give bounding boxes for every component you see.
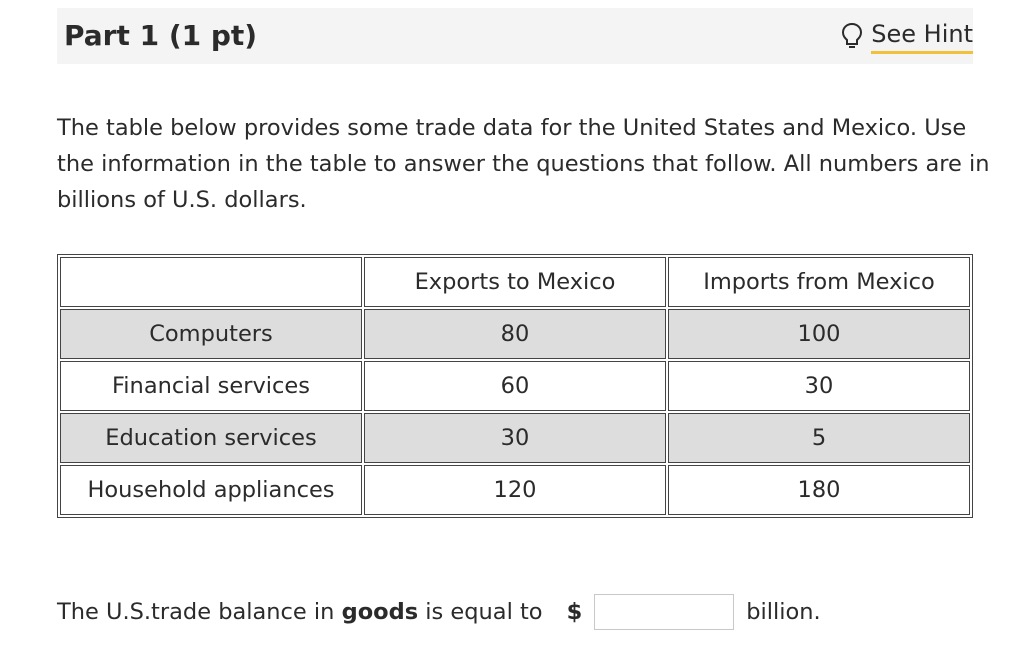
part-header: Part 1 (1 pt) See Hint <box>57 8 973 64</box>
row-label: Computers <box>60 309 362 359</box>
question-emphasis: goods <box>341 599 419 625</box>
trade-balance-input[interactable] <box>594 594 735 630</box>
row-label: Household appliances <box>60 465 362 515</box>
table-header-row: Exports to Mexico Imports from Mexico <box>60 257 970 307</box>
intro-text: The table below provides some trade data… <box>57 115 990 213</box>
table-row: Household appliances 120 180 <box>60 465 970 515</box>
row-label: Education services <box>60 413 362 463</box>
exports-value: 60 <box>364 361 666 411</box>
imports-value: 100 <box>668 309 970 359</box>
table-header-imports: Imports from Mexico <box>668 257 970 307</box>
imports-value: 180 <box>668 465 970 515</box>
table-row: Financial services 60 30 <box>60 361 970 411</box>
table-row: Education services 30 5 <box>60 413 970 463</box>
part-title: Part 1 (1 pt) <box>64 19 258 52</box>
exports-value: 120 <box>364 465 666 515</box>
currency-symbol: $ <box>566 599 583 625</box>
trade-data-table: Exports to Mexico Imports from Mexico Co… <box>57 254 973 518</box>
table-header-exports: Exports to Mexico <box>364 257 666 307</box>
unit-label: billion. <box>746 599 821 625</box>
table-header-empty <box>60 257 362 307</box>
imports-value: 5 <box>668 413 970 463</box>
row-label: Financial services <box>60 361 362 411</box>
trade-balance-question: The U.S.trade balance in goods is equal … <box>57 592 821 632</box>
exports-value: 80 <box>364 309 666 359</box>
see-hint-button[interactable]: See Hint <box>841 18 973 54</box>
table-row: Computers 80 100 <box>60 309 970 359</box>
lightbulb-icon <box>841 22 863 50</box>
imports-value: 30 <box>668 361 970 411</box>
exports-value: 30 <box>364 413 666 463</box>
see-hint-label[interactable]: See Hint <box>871 19 973 54</box>
question-prefix: The U.S.trade balance in <box>57 599 342 625</box>
question-suffix: is equal to <box>418 599 543 625</box>
